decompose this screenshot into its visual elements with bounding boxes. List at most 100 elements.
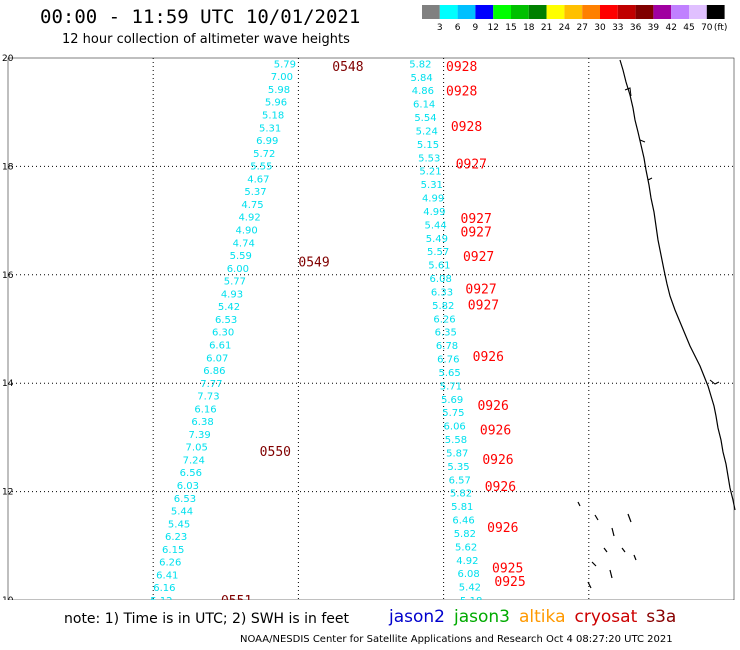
swh-value: 4.67 xyxy=(247,174,269,185)
legend-altika: altika xyxy=(519,607,566,627)
pass-time-label: 0926 xyxy=(482,453,513,468)
y-tick-label: 20 xyxy=(2,54,14,64)
swh-value: 5.12 xyxy=(150,596,172,600)
pass-time-label: 0926 xyxy=(477,399,508,414)
colorbar-label: 30 xyxy=(594,23,606,33)
swh-value: 7.39 xyxy=(188,430,210,441)
pass-time-label: 0927 xyxy=(465,282,496,297)
swh-value: 4.99 xyxy=(422,194,444,205)
swh-value: 6.08 xyxy=(458,569,480,580)
pass-time-label: 0549 xyxy=(298,255,329,270)
swh-value: 5.82 xyxy=(450,489,472,500)
swh-value: 6.03 xyxy=(177,481,199,492)
colorbar-label: 9 xyxy=(473,23,479,33)
colorbar-swatch xyxy=(653,5,672,19)
colorbar-swatch xyxy=(689,5,707,19)
coastline-islands xyxy=(577,501,637,589)
swh-value: 5.69 xyxy=(441,395,463,406)
swh-value: 7.77 xyxy=(200,379,222,390)
swh-value: 5.31 xyxy=(421,180,443,191)
swh-value: 5.42 xyxy=(459,583,481,594)
swh-value: 5.84 xyxy=(411,73,433,84)
colorbar-label: 27 xyxy=(576,23,587,33)
pass-time-label: 0926 xyxy=(480,423,511,438)
y-tick-label: 18 xyxy=(2,162,14,172)
colorbar-label: 15 xyxy=(505,23,516,33)
swh-value: 5.59 xyxy=(230,251,252,262)
swh-value: 5.18 xyxy=(460,596,482,600)
colorbar-swatch xyxy=(422,5,440,19)
swh-value: 5.65 xyxy=(438,368,460,379)
colorbar-label: 33 xyxy=(612,23,623,33)
swh-value: 5.82 xyxy=(454,529,476,540)
swh-value: 5.61 xyxy=(428,261,450,272)
swh-value: 6.07 xyxy=(206,353,228,364)
pass-time-label: 0550 xyxy=(260,445,291,460)
colorbar-swatch xyxy=(528,5,547,19)
legend-jason2: jason2 xyxy=(389,607,445,627)
pass-time-label: 0925 xyxy=(492,561,523,576)
colorbar-swatch xyxy=(706,5,725,19)
swh-value: 5.71 xyxy=(440,381,462,392)
swh-value: 5.72 xyxy=(253,149,275,160)
swh-value: 6.08 xyxy=(430,274,452,285)
swh-value: 6.38 xyxy=(191,417,213,428)
swh-value: 6.26 xyxy=(159,558,181,569)
swh-value: 5.57 xyxy=(427,247,449,258)
swh-value: 6.23 xyxy=(165,532,187,543)
colorbar-swatch xyxy=(617,5,636,19)
colorbar-label: 6 xyxy=(455,23,461,33)
swh-value: 6.16 xyxy=(194,404,216,415)
swh-value: 5.58 xyxy=(445,435,467,446)
swh-value: 5.31 xyxy=(259,123,281,134)
swh-value: 4.99 xyxy=(423,207,445,218)
swh-value: 5.81 xyxy=(451,502,473,513)
pass-time-label: 0927 xyxy=(456,158,487,173)
colorbar-swatch xyxy=(439,5,458,19)
colorbar-unit: (ft) xyxy=(714,23,728,33)
swh-value: 5.55 xyxy=(250,162,272,173)
swh-value: 4.92 xyxy=(238,213,260,224)
swh-value: 6.61 xyxy=(209,340,231,351)
swh-value: 5.62 xyxy=(455,542,477,553)
y-tick-label: 12 xyxy=(2,488,13,498)
swh-value: 7.05 xyxy=(186,443,208,454)
colorbar-swatch xyxy=(475,5,494,19)
legend-cryosat: cryosat xyxy=(574,607,638,627)
swh-value: 5.42 xyxy=(218,302,240,313)
swh-value: 6.14 xyxy=(413,100,435,111)
pass-time-label: 0928 xyxy=(451,120,482,135)
credit-text: NOAA/NESDIS Center for Satellite Applica… xyxy=(240,634,673,645)
colorbar: 3 6 9 12 15 18 21 24 27 30 33 36 39 42 45 70 (ft) xyxy=(422,5,727,33)
swh-value: 6.16 xyxy=(153,583,175,594)
swh-value: 4.90 xyxy=(236,226,258,237)
swh-value: 5.53 xyxy=(418,153,440,164)
pass-time-label: 0926 xyxy=(473,350,504,365)
swh-value: 6.86 xyxy=(203,366,225,377)
swh-value: 5.15 xyxy=(417,140,439,151)
note-text: note: 1) Time is in UTC; 2) SWH is in fe… xyxy=(64,611,350,627)
swh-value: 6.53 xyxy=(215,315,237,326)
swh-value: 6.30 xyxy=(212,328,234,339)
map-grid: 606366697275101214161820 xyxy=(2,54,735,600)
colorbar-label: 42 xyxy=(665,23,676,33)
colorbar-swatch xyxy=(671,5,689,19)
swh-value: 7.00 xyxy=(271,72,293,83)
colorbar-label: 12 xyxy=(487,23,498,33)
swh-value: 5.24 xyxy=(416,126,438,137)
swh-value: 5.79 xyxy=(274,59,296,70)
pass-time-label: 0927 xyxy=(461,225,492,240)
swh-value: 6.57 xyxy=(449,475,471,486)
swh-value: 5.18 xyxy=(262,111,284,122)
map-title: 00:00 - 11:59 UTC 10/01/2021 xyxy=(40,6,361,28)
colorbar-label: 45 xyxy=(683,23,694,33)
colorbar-label: 24 xyxy=(559,23,571,33)
swh-value: 4.74 xyxy=(233,238,255,249)
pass-time-label: 0548 xyxy=(332,60,363,75)
colorbar-label: 21 xyxy=(541,23,552,33)
swh-value: 6.53 xyxy=(174,494,196,505)
pass-time-label: 0927 xyxy=(461,212,492,227)
colorbar-swatch xyxy=(511,5,529,19)
swh-value: 5.96 xyxy=(265,98,287,109)
